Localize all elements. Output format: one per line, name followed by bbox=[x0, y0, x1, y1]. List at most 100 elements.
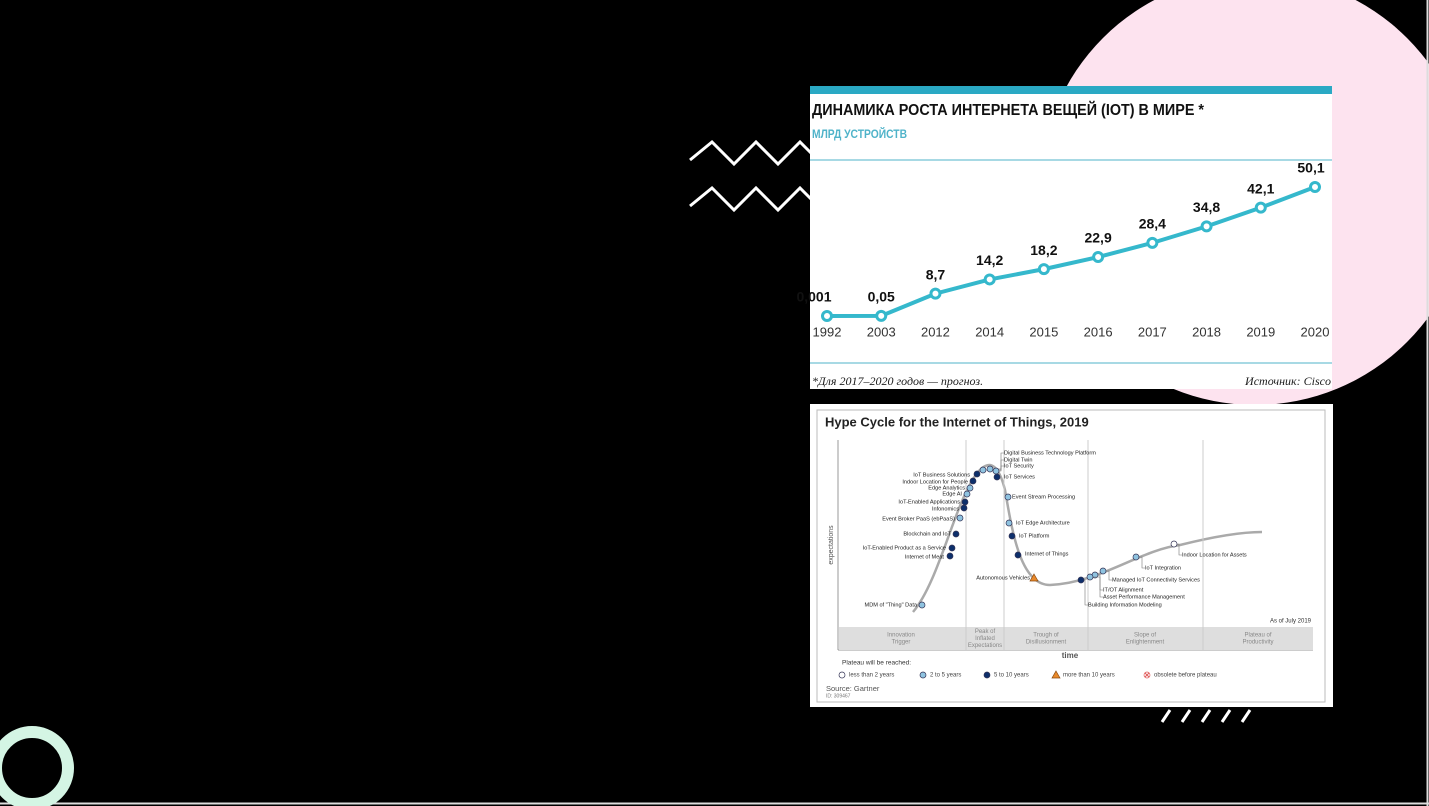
node-label: Autonomous Vehicles bbox=[976, 575, 1030, 581]
phase-label: Enlightenment bbox=[1126, 640, 1165, 646]
marker bbox=[1008, 532, 1016, 540]
hype-id: ID: 309467 bbox=[826, 693, 851, 699]
x-tick-label: 2020 bbox=[1301, 324, 1330, 339]
marker bbox=[1004, 493, 1012, 501]
slashes bbox=[1160, 709, 1252, 723]
hype-card bbox=[810, 404, 1333, 707]
x-tick-label: 2003 bbox=[867, 324, 896, 339]
value-label: 22,9 bbox=[1084, 230, 1111, 246]
point bbox=[929, 287, 942, 300]
node-label: Indoor Location for People bbox=[902, 479, 968, 485]
phase-label: Disillusionment bbox=[1026, 640, 1067, 646]
zigzag bbox=[689, 139, 824, 167]
legend-label: obsolete before plateau bbox=[1154, 673, 1217, 679]
value-label: 14,2 bbox=[976, 252, 1003, 268]
point bbox=[1200, 220, 1213, 233]
node-label: Edge Analytics bbox=[928, 485, 965, 491]
chart-subtitle: МЛРД УСТРОЙСТВ bbox=[812, 126, 907, 141]
marker bbox=[952, 530, 960, 538]
node-label: Digital Twin bbox=[1004, 457, 1033, 463]
top-bar bbox=[810, 86, 1332, 94]
marker bbox=[979, 466, 987, 474]
point bbox=[821, 310, 833, 322]
marker-x bbox=[1144, 672, 1150, 678]
y-label: expectations bbox=[828, 525, 835, 565]
node-label: IoT-Enabled Product as a Service bbox=[863, 545, 946, 551]
marker bbox=[948, 544, 956, 552]
value-label: 8,7 bbox=[926, 266, 946, 282]
marker bbox=[1086, 573, 1094, 581]
marker bbox=[973, 470, 981, 478]
marker bbox=[1051, 670, 1061, 679]
legend-label: 2 to 5 years bbox=[930, 673, 961, 679]
node-label: Internet of Things bbox=[1025, 551, 1069, 557]
point bbox=[1146, 236, 1159, 249]
x-label: time bbox=[1062, 651, 1079, 660]
marker bbox=[1005, 519, 1013, 527]
phase-label: Plateau of bbox=[1244, 633, 1271, 639]
node-label: MDM of "Thing" Data bbox=[865, 602, 918, 608]
marker bbox=[993, 473, 1001, 481]
node-label: Asset Performance Management bbox=[1103, 594, 1185, 600]
phase-label: Productivity bbox=[1242, 640, 1273, 646]
node-label: IoT Platform bbox=[1019, 533, 1050, 539]
legend-title: Plateau will be reached: bbox=[842, 660, 911, 667]
x-tick-label: 2012 bbox=[921, 324, 950, 339]
value-label: 42,1 bbox=[1247, 180, 1274, 196]
chart-card bbox=[810, 86, 1332, 389]
marker bbox=[960, 504, 968, 512]
phase-label: Inflated bbox=[975, 636, 995, 642]
phase-label: Trigger bbox=[892, 640, 911, 646]
legend-label: more than 10 years bbox=[1063, 673, 1115, 679]
value-label: 0,05 bbox=[868, 289, 895, 305]
marker bbox=[963, 490, 971, 498]
source: Источник: Cisco bbox=[1244, 374, 1331, 388]
footnote: *Для 2017–2020 годов — прогноз. bbox=[812, 374, 983, 388]
value-label: 0,001 bbox=[796, 289, 831, 305]
node-label: Blockchain and IoT bbox=[903, 531, 951, 537]
line bbox=[826, 185, 1316, 318]
phase-label: Slope of bbox=[1134, 633, 1156, 639]
zigzag bbox=[689, 185, 824, 213]
x-tick-label: 2019 bbox=[1246, 324, 1275, 339]
point bbox=[983, 273, 996, 286]
node-label: IoT Services bbox=[1004, 474, 1035, 480]
marker bbox=[956, 514, 964, 522]
x-tick-label: 2015 bbox=[1029, 324, 1058, 339]
x-tick-label: 2018 bbox=[1192, 324, 1221, 339]
marker bbox=[992, 467, 1000, 475]
as-of: As of July 2019 bbox=[1270, 619, 1312, 625]
node-label: Edge AI bbox=[942, 491, 962, 497]
node-label: Digital Business Technology Platform bbox=[1004, 450, 1096, 456]
node-label: Managed IoT Connectivity Services bbox=[1112, 577, 1200, 583]
marker bbox=[1170, 540, 1178, 548]
x-tick-label: 2016 bbox=[1084, 324, 1113, 339]
value-label: 50,1 bbox=[1297, 160, 1324, 176]
phase-label: Trough of bbox=[1033, 633, 1059, 639]
point bbox=[1254, 201, 1267, 214]
value-label: 34,8 bbox=[1193, 199, 1220, 215]
legend-label: less than 2 years bbox=[849, 673, 894, 679]
phase-label: Peak of bbox=[975, 629, 996, 635]
phase-label: Expectations bbox=[968, 643, 1002, 649]
node-label: IoT Integration bbox=[1145, 565, 1181, 571]
node-label: Infonomics bbox=[932, 506, 959, 512]
x-tick-label: 1992 bbox=[813, 324, 842, 339]
node-label: IoT-Enabled Applications bbox=[898, 499, 960, 505]
marker bbox=[1014, 551, 1022, 559]
marker bbox=[1029, 573, 1039, 582]
marker bbox=[983, 671, 991, 679]
marker bbox=[986, 465, 994, 473]
node-label: Indoor Location for Assets bbox=[1182, 552, 1247, 558]
phase-label: Innovation bbox=[887, 633, 915, 639]
marker bbox=[966, 484, 974, 492]
marker bbox=[1077, 576, 1085, 584]
point bbox=[875, 309, 888, 322]
node-label: IoT Security bbox=[1004, 463, 1034, 469]
marker bbox=[961, 498, 969, 506]
marker bbox=[969, 477, 977, 485]
legend-label: 5 to 10 years bbox=[994, 673, 1029, 679]
x-tick-label: 2014 bbox=[975, 324, 1004, 339]
value-label: 18,2 bbox=[1030, 242, 1057, 258]
